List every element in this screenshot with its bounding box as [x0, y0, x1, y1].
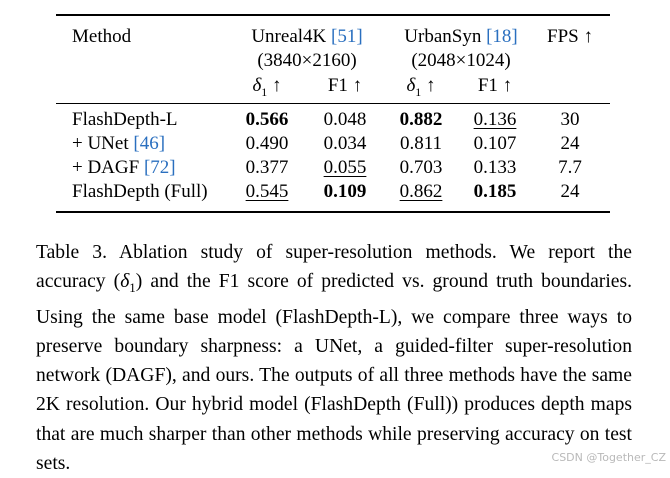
- header-unreal-resolution: (3840×2160): [257, 50, 357, 71]
- caption-part-1: Table 3. Ablation study of super-resolut…: [36, 242, 632, 293]
- row-urbansyn-f1: 0.185: [473, 181, 517, 202]
- urbansyn-name: UrbanSyn: [404, 26, 482, 47]
- bottom-rule: [56, 211, 610, 213]
- header-unreal-f1: F1 ↑: [327, 75, 363, 96]
- row-unreal-delta1: 0.377: [245, 157, 289, 178]
- header-urbansyn-f1: F1 ↑: [477, 75, 513, 96]
- row-urbansyn-delta1: 0.811: [399, 133, 443, 154]
- unet-cite-link[interactable]: [46]: [133, 133, 166, 154]
- header-unreal: Unreal4K [51]: [251, 26, 362, 48]
- row-unreal-f1: 0.055: [323, 157, 367, 178]
- urbansyn-cite-link[interactable]: [18]: [486, 26, 518, 47]
- row-unreal-delta1: 0.490: [245, 133, 289, 154]
- row-method: + UNet [46]: [72, 133, 165, 155]
- unreal-cite-link[interactable]: [51]: [331, 26, 363, 47]
- row-urbansyn-f1: 0.133: [473, 157, 517, 178]
- caption-part-2: ) and the F1 score of predicted vs. grou…: [36, 271, 632, 474]
- row-fps: 24: [560, 133, 580, 154]
- up-arrow: ↑: [272, 75, 282, 96]
- unreal-name: Unreal4K: [251, 26, 327, 47]
- row-unreal-f1: 0.109: [323, 181, 367, 202]
- row-unreal-f1: 0.048: [323, 109, 367, 130]
- mid-rule: [56, 103, 610, 104]
- row-method: FlashDepth (Full): [72, 181, 208, 202]
- row-method: FlashDepth-L: [72, 109, 178, 130]
- top-rule: [56, 14, 610, 16]
- row-unreal-delta1: 0.566: [245, 109, 289, 130]
- header-unreal-delta1: δ1 ↑: [252, 75, 281, 103]
- row-fps: 24: [560, 181, 580, 202]
- row-urbansyn-delta1: 0.882: [399, 109, 443, 130]
- header-method: Method: [72, 26, 132, 47]
- row-fps: 30: [560, 109, 580, 130]
- row-urbansyn-f1: 0.136: [473, 109, 517, 130]
- delta-subscript: 1: [261, 84, 268, 99]
- header-urbansyn: UrbanSyn [18]: [404, 26, 517, 48]
- up-arrow: ↑: [426, 75, 436, 96]
- watermark: CSDN @Together_CZ: [551, 451, 666, 464]
- header-urbansyn-delta1: δ1 ↑: [406, 75, 435, 103]
- caption-delta-subscript: 1: [129, 280, 136, 296]
- row-unreal-delta1: 0.545: [245, 181, 289, 202]
- caption-delta: δ: [120, 271, 130, 293]
- delta-symbol: δ: [406, 75, 416, 96]
- row-urbansyn-delta1: 0.862: [399, 181, 443, 202]
- row-unreal-f1: 0.034: [323, 133, 367, 154]
- dagf-cite-link[interactable]: [72]: [143, 157, 176, 178]
- row-method: + DAGF [72]: [72, 157, 176, 179]
- header-fps: FPS ↑: [547, 26, 593, 47]
- row-fps: 7.7: [558, 157, 582, 178]
- table-caption: Table 3. Ablation study of super-resolut…: [36, 238, 632, 478]
- row-urbansyn-delta1: 0.703: [399, 157, 443, 178]
- row-method-name: + UNet: [72, 133, 129, 154]
- row-method-name: + DAGF: [72, 157, 140, 178]
- header-urbansyn-resolution: (2048×1024): [411, 50, 511, 71]
- delta-symbol: δ: [252, 75, 262, 96]
- row-urbansyn-f1: 0.107: [473, 133, 517, 154]
- delta-subscript: 1: [415, 84, 422, 99]
